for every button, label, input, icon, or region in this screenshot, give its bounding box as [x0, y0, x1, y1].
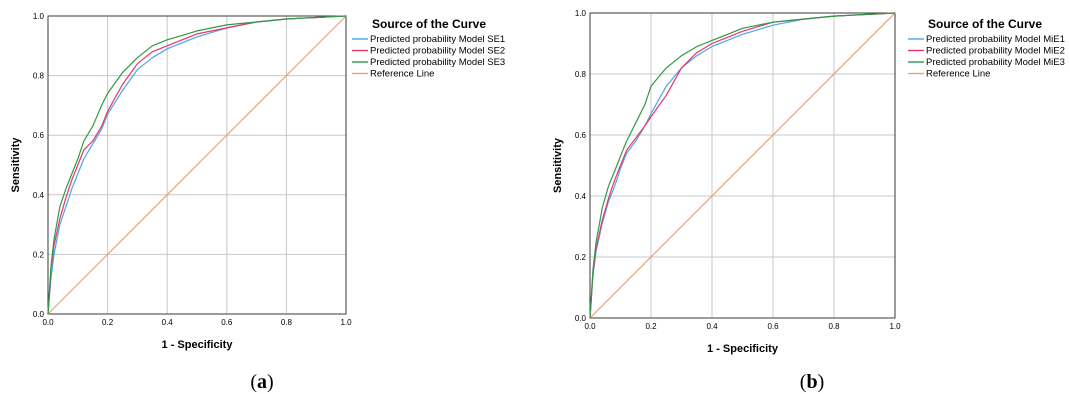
- x-tick-label: 0.0: [42, 318, 54, 327]
- panel-label: (a): [250, 371, 273, 393]
- y-tick-label: 0.8: [575, 70, 587, 79]
- legend-label: Reference Line: [370, 69, 434, 80]
- series-line-predicted-probability-model-mie1: [589, 12, 896, 319]
- x-tick-label: 0.6: [767, 322, 779, 331]
- legend: Source of the Curve Predicted probability…: [352, 17, 505, 80]
- legend-item: Predicted probability Model SE1: [352, 34, 505, 45]
- legend-item: Predicted probability Model SE2: [352, 46, 505, 57]
- series-line-reference-line: [589, 12, 896, 319]
- legend-label: Predicted probability Model MiE3: [926, 57, 1065, 68]
- x-axis-title: 1 - Specificity: [707, 343, 779, 355]
- chart-panel-b: 0.0 0.2 0.4 0.6 0.8 1.0 0.0 0.2 0.4 0.6 0.8 1.0 1 - …: [552, 9, 1065, 393]
- y-tick-label: 1.0: [575, 9, 587, 18]
- x-tick-label: 0.6: [221, 318, 233, 327]
- legend-label: Predicted probability Model MiE2: [926, 46, 1065, 57]
- series-line-predicted-probability-model-se3: [47, 15, 347, 315]
- legend-item: Predicted probability Model MiE2: [908, 46, 1065, 57]
- chart-panel-a: 0.0 0.2 0.4 0.6 0.8 1.0 0.0 0.2 0.4 0.6 0.8 1.0 1 - …: [10, 12, 505, 393]
- x-tick-label: 0.8: [828, 322, 840, 331]
- y-tick-label: 0.0: [575, 314, 587, 323]
- plot-frame: [47, 15, 347, 315]
- legend-label: Reference Line: [926, 69, 990, 80]
- x-tick-label: 0.4: [162, 318, 174, 327]
- series-line-reference-line: [47, 15, 347, 315]
- x-tick-label: 0.2: [645, 322, 657, 331]
- legend-title: Source of the Curve: [372, 17, 486, 31]
- panel-label: (b): [800, 371, 824, 393]
- legend-title: Source of the Curve: [928, 17, 1042, 31]
- panel-label-letter: a: [257, 371, 267, 393]
- y-tick-label: 0.2: [33, 250, 45, 259]
- y-axis-title: Sensitivity: [10, 137, 22, 193]
- series-line-predicted-probability-model-se2: [47, 15, 347, 315]
- legend-label: Predicted probability Model SE1: [370, 34, 505, 45]
- legend-item: Predicted probability Model MiE3: [908, 57, 1065, 68]
- legend-item: Reference Line: [352, 69, 434, 80]
- legend-label: Predicted probability Model SE3: [370, 57, 505, 68]
- y-tick-label: 0.6: [33, 131, 45, 140]
- legend-label: Predicted probability Model MiE1: [926, 34, 1065, 45]
- y-tick-label: 0.6: [575, 131, 587, 140]
- y-axis-title: Sensitivity: [552, 137, 564, 193]
- legend-item: Predicted probability Model SE3: [352, 57, 505, 68]
- plot-frame: [589, 12, 896, 319]
- legend-label: Predicted probability Model SE2: [370, 46, 505, 57]
- x-tick-label: 0.8: [281, 318, 293, 327]
- y-tick-label: 0.2: [575, 253, 587, 262]
- y-tick-label: 0.4: [33, 191, 45, 200]
- series-line-predicted-probability-model-mie3: [589, 12, 896, 319]
- x-axis-title: 1 - Specificity: [162, 339, 234, 351]
- y-tick-label: 0.8: [33, 72, 45, 81]
- y-tick-label: 0.0: [33, 310, 45, 319]
- x-tick-label: 1.0: [889, 322, 901, 331]
- legend-item: Predicted probability Model MiE1: [908, 34, 1065, 45]
- x-tick-label: 0.0: [584, 322, 596, 331]
- x-tick-label: 0.2: [102, 318, 114, 327]
- x-tick-label: 0.4: [706, 322, 718, 331]
- legend: Source of the Curve Predicted probability…: [908, 17, 1065, 80]
- x-tick-label: 1.0: [340, 318, 352, 327]
- legend-item: Reference Line: [908, 69, 990, 80]
- y-tick-label: 1.0: [33, 12, 45, 21]
- y-tick-label: 0.4: [575, 192, 587, 201]
- panel-label-letter: b: [806, 371, 817, 393]
